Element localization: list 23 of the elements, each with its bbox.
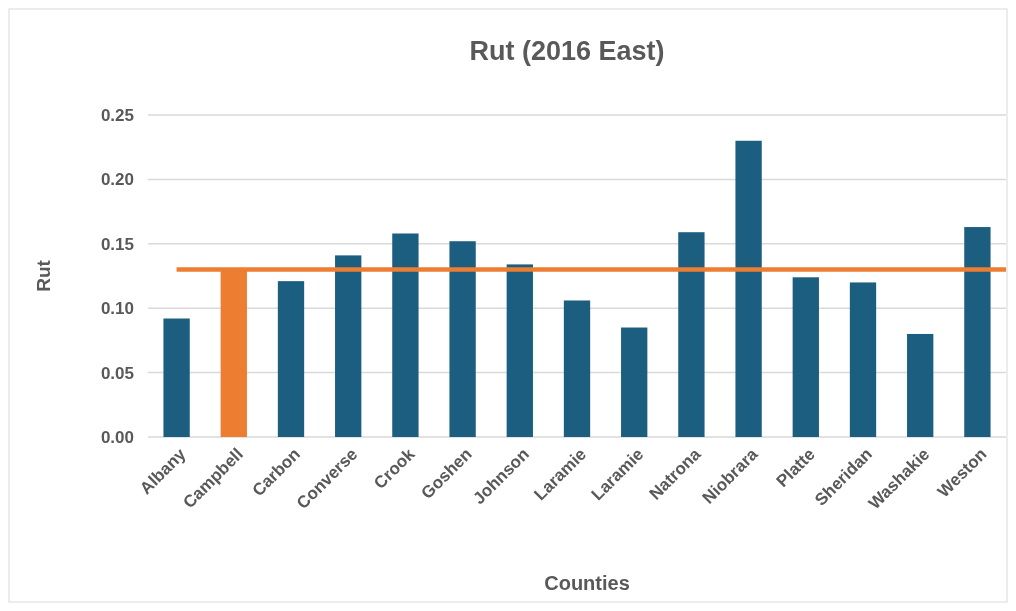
bar bbox=[163, 318, 190, 437]
y-tick-label: 0.00 bbox=[100, 427, 134, 447]
bar bbox=[964, 227, 991, 437]
x-axis-title: Counties bbox=[544, 572, 630, 594]
bar bbox=[735, 140, 762, 437]
chart-title: Rut (2016 East) bbox=[469, 36, 665, 66]
y-tick-label: 0.05 bbox=[100, 363, 134, 383]
bar bbox=[678, 232, 705, 437]
y-tick-label: 0.10 bbox=[100, 299, 134, 319]
bar bbox=[849, 282, 877, 437]
bar bbox=[563, 300, 591, 437]
y-tick-label: 0.20 bbox=[100, 170, 134, 190]
bar bbox=[277, 281, 305, 437]
bar bbox=[907, 333, 934, 437]
y-axis-title: Rut bbox=[33, 259, 54, 292]
y-tick-label: 0.25 bbox=[100, 105, 134, 125]
bar bbox=[449, 241, 476, 437]
bar bbox=[621, 327, 648, 437]
bar bbox=[392, 233, 419, 437]
bar bbox=[792, 277, 819, 437]
y-tick-label: 0.15 bbox=[100, 234, 134, 254]
bar bbox=[335, 255, 362, 437]
bar bbox=[506, 264, 533, 437]
